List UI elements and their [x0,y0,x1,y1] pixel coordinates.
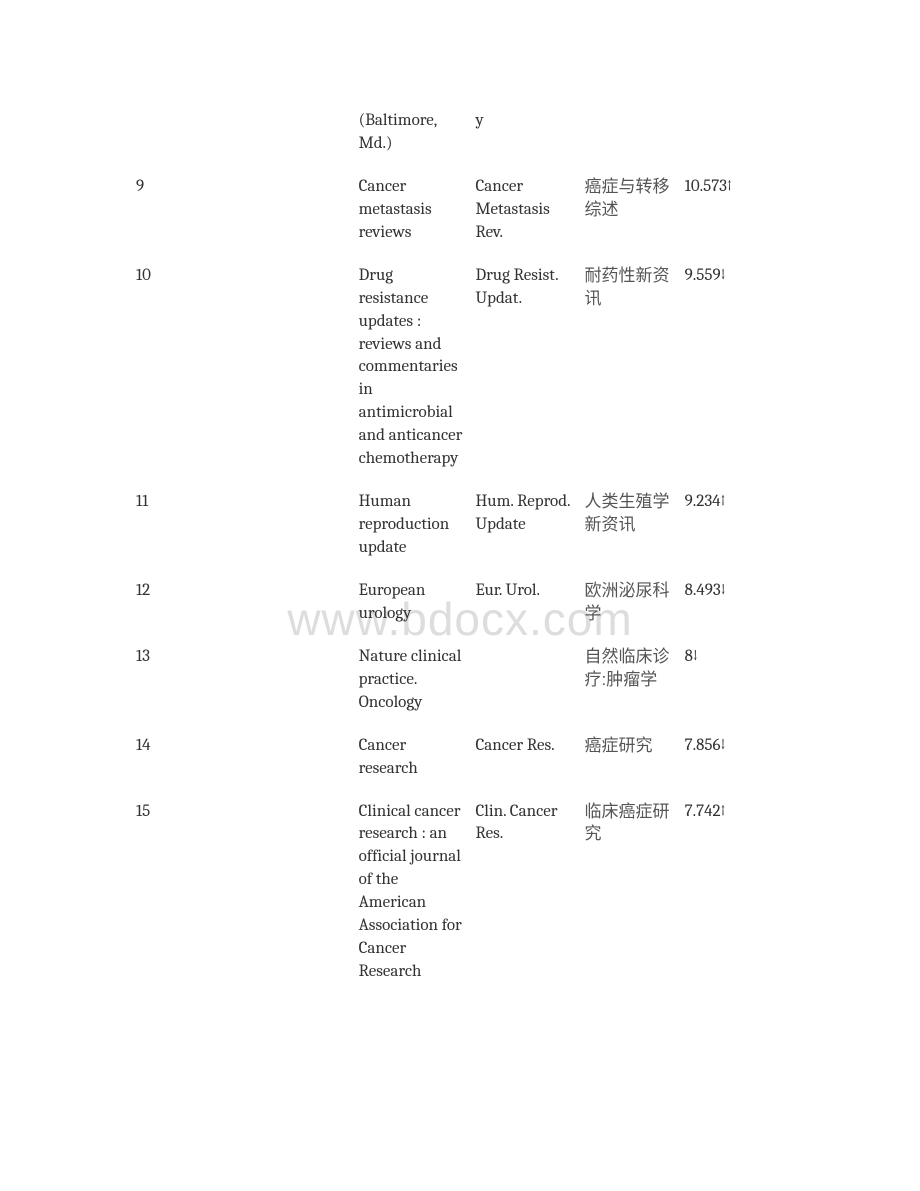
cell-rank: 12 [130,570,353,636]
cell-impact-factor: 8.493↓ [679,570,790,636]
cell-impact-factor: 10.573↑ [679,166,790,255]
cell-abbrev: y [469,100,578,166]
cell-rank: 10 [130,255,353,481]
cell-abbrev [469,636,578,725]
table-row: 15 Clinical cancer research : an officia… [130,791,790,995]
cell-full-name: Cancer metastasis reviews [353,166,470,255]
cell-impact-factor [679,100,790,166]
table-row: 12 European urology Eur. Urol. 欧洲泌尿科学 8.… [130,570,790,636]
table-row: 10 Drug resistance updates : reviews and… [130,255,790,481]
table-row: 14 Cancer research Cancer Res. 癌症研究 7.85… [130,725,790,791]
cell-full-name: Drug resistance updates : reviews and co… [353,255,470,481]
cell-full-name: (Baltimore, Md.) [353,100,470,166]
cell-impact-factor: 9.559↓ [679,255,790,481]
cell-impact-factor: 9.234↑ [679,481,790,570]
cell-chinese-name: 耐药性新资讯 [579,255,679,481]
table-row: (Baltimore, Md.) y [130,100,790,166]
cell-chinese-name: 欧洲泌尿科学 [579,570,679,636]
cell-rank: 15 [130,791,353,995]
cell-chinese-name: 癌症研究 [579,725,679,791]
table-row: 11 Human reproduction update Hum. Reprod… [130,481,790,570]
cell-chinese-name: 自然临床诊疗:肿瘤学 [579,636,679,725]
cell-rank: 14 [130,725,353,791]
cell-chinese-name: 人类生殖学新资讯 [579,481,679,570]
cell-abbrev: Drug Resist. Updat. [469,255,578,481]
cell-impact-factor: 7.856↓ [679,725,790,791]
cell-rank: 11 [130,481,353,570]
cell-rank: 13 [130,636,353,725]
cell-full-name: European urology [353,570,470,636]
cell-abbrev: Hum. Reprod. Update [469,481,578,570]
cell-rank: 9 [130,166,353,255]
cell-impact-factor: 7.742↑ [679,791,790,995]
cell-abbrev: Eur. Urol. [469,570,578,636]
table-row: 13 Nature clinical practice. Oncology 自然… [130,636,790,725]
cell-full-name: Human reproduction update [353,481,470,570]
table-row: 9 Cancer metastasis reviews Cancer Metas… [130,166,790,255]
cell-chinese-name: 癌症与转移综述 [579,166,679,255]
journal-ranking-table: (Baltimore, Md.) y 9 Cancer metastasis r… [130,100,790,994]
journal-table-container: (Baltimore, Md.) y 9 Cancer metastasis r… [0,0,920,1054]
cell-chinese-name [579,100,679,166]
cell-full-name: Clinical cancer research : an official j… [353,791,470,995]
cell-chinese-name: 临床癌症研究 [579,791,679,995]
cell-full-name: Nature clinical practice. Oncology [353,636,470,725]
cell-abbrev: Cancer Res. [469,725,578,791]
cell-impact-factor: 8↓ [679,636,790,725]
cell-full-name: Cancer research [353,725,470,791]
cell-rank [130,100,353,166]
cell-abbrev: Cancer Metastasis Rev. [469,166,578,255]
cell-abbrev: Clin. Cancer Res. [469,791,578,995]
